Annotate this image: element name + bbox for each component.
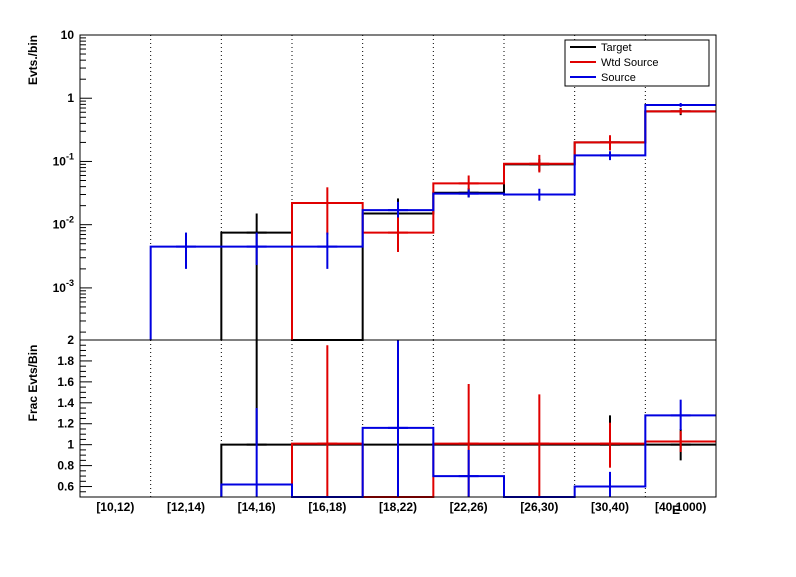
top-series-source [149, 103, 716, 340]
top-step-line [291, 110, 716, 340]
bottom-y-tick-label: 0.8 [57, 459, 74, 473]
bottom-y-tick-label: 1 [67, 438, 74, 452]
bottom-y-axis-title: Frac Evts/Bin [26, 345, 40, 422]
top-y-tick-label: 10 [61, 28, 75, 42]
top-y-tick-label: 10-3 [53, 278, 74, 295]
bottom-y-tick-label: 1.2 [57, 417, 74, 431]
bottom-y-tick-label: 2 [67, 333, 74, 347]
top-step-line [220, 110, 716, 341]
x-tick-label: [16,18) [308, 500, 346, 514]
bottom-y-tick-label: 1.4 [57, 396, 74, 410]
legend-label: Wtd Source [601, 57, 658, 69]
x-tick-label: [26,30) [520, 500, 558, 514]
x-axis-title: E [672, 503, 680, 517]
bottom-y-tick-label: 1.6 [57, 375, 74, 389]
x-tick-label: [30,40) [591, 500, 629, 514]
x-tick-label: [18,22) [379, 500, 417, 514]
x-tick-label: [14,16) [238, 500, 276, 514]
legend-label: Target [601, 42, 632, 54]
top-y-tick-label: 10-2 [53, 215, 74, 232]
bottom-series-source [220, 340, 716, 498]
top-y-tick-label: 1 [67, 91, 74, 105]
legend-label: Source [601, 72, 636, 84]
bottom-y-tick-label: 1.8 [57, 354, 74, 368]
bottom-series-wtd-source [291, 345, 716, 498]
top-step-line [149, 104, 716, 340]
x-tick-label: [12,14) [167, 500, 205, 514]
bottom-step-line [220, 414, 716, 498]
x-tick-label: [22,26) [450, 500, 488, 514]
top-y-axis-title: Evts./bin [26, 35, 40, 85]
x-tick-label: [10,12) [96, 500, 134, 514]
x-tick-label: [40,1000) [655, 500, 706, 514]
bottom-y-tick-label: 0.6 [57, 480, 74, 494]
top-y-tick-label: 10-1 [53, 151, 74, 168]
legend: Target Wtd Source Source [564, 39, 710, 87]
